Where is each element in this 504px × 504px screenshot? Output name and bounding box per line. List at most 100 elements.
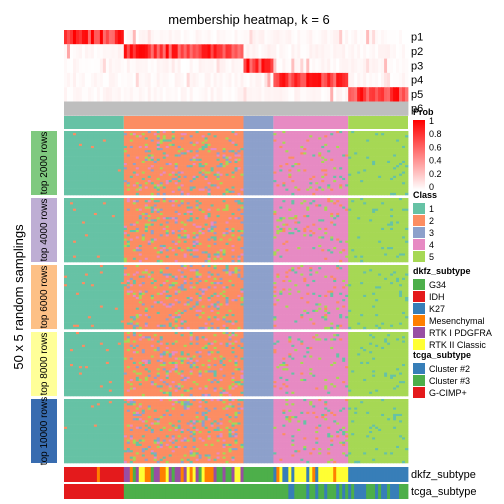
membership-cell [303,165,307,168]
prob-cell [87,58,92,73]
prob-cell [369,87,373,102]
membership-cell [198,186,202,189]
membership-cell [372,200,376,203]
membership-cell [276,173,280,177]
membership-cell [252,150,256,153]
membership-cell [351,198,355,201]
membership-cell [252,158,256,162]
membership-cell [255,148,259,151]
membership-cell [168,210,173,214]
membership-cell [69,133,74,136]
prob-cell [135,87,140,102]
membership-cell [75,212,80,216]
membership-cell [288,171,292,174]
prob-cell [201,58,205,73]
membership-cell [282,204,286,207]
membership-cell [297,171,301,174]
prob-cell [177,101,182,116]
prob-cell [105,87,110,102]
membership-cell [285,206,289,209]
membership-cell [375,131,379,134]
membership-cell [351,177,355,181]
prob-cell [390,30,394,45]
membership-cell [369,167,373,170]
membership-cell [312,182,316,185]
membership-cell [90,163,95,166]
membership-cell [309,152,313,155]
membership-cell [363,202,367,205]
prob-cell [153,101,158,116]
membership-cell [84,186,89,189]
membership-cell [138,186,143,189]
membership-cell [210,192,214,196]
membership-cell [72,204,77,207]
membership-cell [138,204,143,207]
membership-cell [363,135,367,138]
membership-cell [246,133,250,136]
membership-cell [162,204,167,207]
membership-cell [72,171,77,174]
membership-cell [288,135,292,138]
membership-cell [264,200,268,203]
membership-cell [279,202,283,205]
prob-cell [369,72,373,88]
membership-cell [171,160,176,164]
membership-cell [228,173,232,177]
membership-cell [306,173,310,177]
membership-cell [198,148,202,151]
membership-cell [207,131,211,134]
prob-cell [276,58,280,73]
membership-cell [339,171,343,174]
membership-cell [141,186,146,189]
membership-cell [309,141,313,145]
membership-cell [339,145,343,149]
membership-cell [156,133,161,136]
membership-cell [246,184,250,187]
membership-cell [207,177,211,181]
membership-cell [213,177,217,181]
prob-cell [132,101,137,116]
membership-cell [69,143,74,147]
membership-cell [192,137,197,140]
membership-cell [228,208,232,212]
membership-cell [249,137,253,140]
membership-cell [117,158,122,162]
membership-cell [309,198,313,201]
prob-cell [171,30,176,45]
membership-cell [102,212,107,216]
membership-cell [96,180,101,183]
membership-cell [216,180,220,183]
membership-cell [303,208,307,212]
membership-cell [96,143,101,147]
membership-cell [147,212,152,216]
membership-cell [126,137,131,140]
membership-cell [75,190,80,194]
membership-cell [132,152,137,155]
membership-cell [273,148,277,151]
prob-cell [144,101,149,116]
membership-cell [324,198,328,201]
membership-cell [336,180,340,183]
membership-cell [351,210,355,214]
membership-cell [300,200,304,203]
membership-cell [75,158,80,162]
membership-cell [258,188,262,192]
membership-cell [117,184,122,187]
membership-cell [372,206,376,209]
membership-cell [75,186,80,189]
membership-cell [357,137,361,140]
membership-cell [231,163,235,166]
membership-cell [327,210,331,214]
membership-cell [366,173,370,177]
membership-cell [249,171,253,174]
membership-cell [303,177,307,181]
prob-cell [345,72,349,88]
prob-cell [339,101,343,116]
membership-cell [171,137,176,140]
membership-cell [141,160,146,164]
membership-cell [225,152,229,155]
membership-cell [99,143,104,147]
membership-cell [123,192,128,196]
membership-cell [153,208,158,212]
prob-cell [237,72,241,88]
